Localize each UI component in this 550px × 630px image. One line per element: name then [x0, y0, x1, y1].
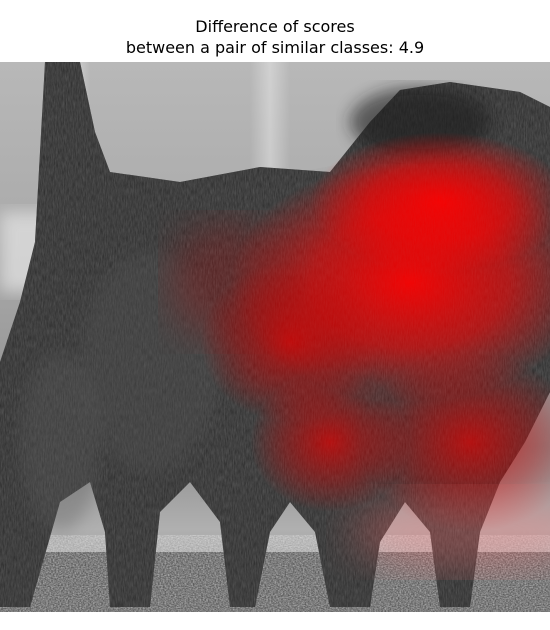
title-line-2: between a pair of similar classes: 4.9 — [125, 38, 425, 57]
figure-title: Difference of scores between a pair of s… — [0, 16, 550, 58]
saliency-map-image — [0, 62, 550, 612]
title-line-1: Difference of scores — [195, 17, 355, 36]
